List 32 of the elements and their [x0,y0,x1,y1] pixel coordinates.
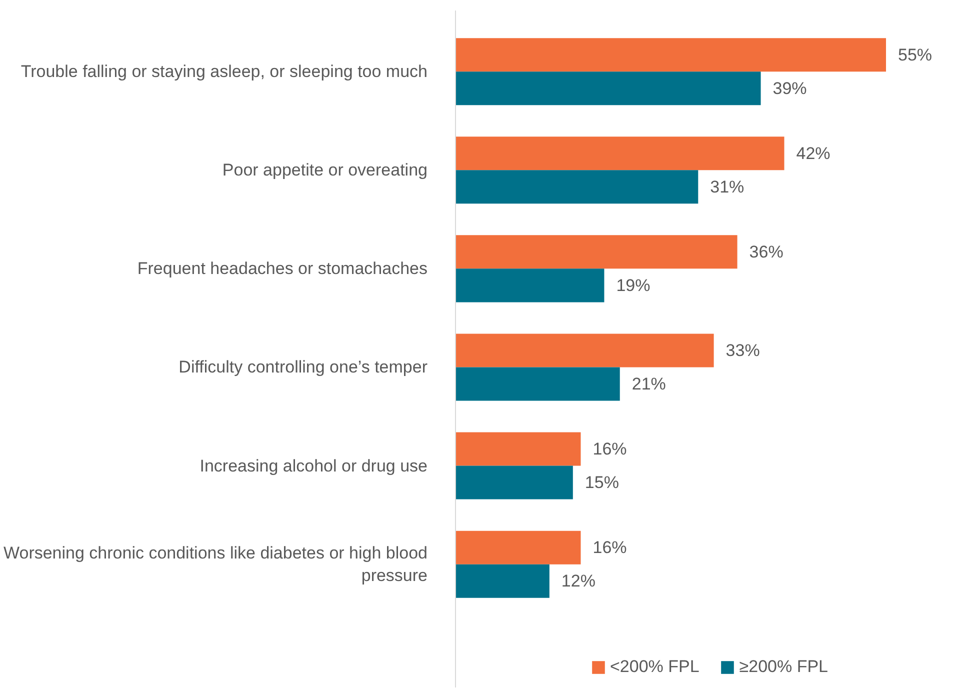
y-tick-label: Trouble falling or staying asleep, or sleeping too much [20,62,428,82]
bar [456,235,738,269]
bar [456,530,581,564]
y-tick-label: Frequent headaches or stomachaches [137,259,428,278]
bar [456,564,550,598]
data-label: 36% [749,242,784,262]
y-tick-label: Worsening chronic conditions like diabetes or high blood pressure [4,543,428,586]
y-tick-label: Poor appetite or overeating [222,160,428,180]
data-label: 42% [796,144,830,163]
bar [456,38,886,72]
data-label: 19% [616,276,650,295]
bar [456,432,581,466]
bar [456,334,714,368]
bar [456,466,573,500]
bar [456,367,620,401]
data-label: 39% [772,78,807,98]
data-label: 55% [898,45,932,64]
data-label: 16% [592,440,627,459]
y-tick-label: Difficulty controlling one’s temper [178,358,428,377]
data-label: 12% [561,572,596,591]
data-label: 33% [726,340,760,360]
bar [456,136,784,170]
legend-label: <200% FPL [610,657,700,677]
legend-label: ≥200% FPL [739,657,828,677]
y-tick-label: Increasing alcohol or drug use [200,456,428,476]
bar [456,268,604,302]
data-label: 15% [584,473,619,492]
bar [456,72,761,106]
bar [456,170,698,204]
data-label: 31% [710,177,744,196]
data-label: 21% [632,374,666,394]
data-label: 16% [592,538,627,558]
